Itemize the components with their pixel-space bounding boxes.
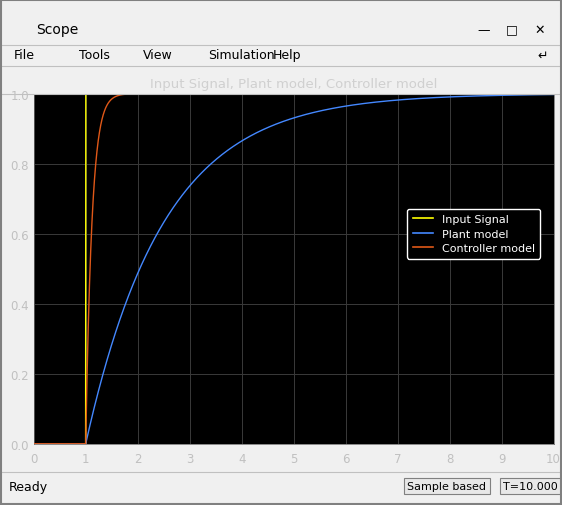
Text: 10: 10 <box>546 452 561 465</box>
Text: Ready: Ready <box>8 480 48 492</box>
Text: 0: 0 <box>30 452 38 465</box>
Text: Help: Help <box>273 49 301 62</box>
Text: ✕: ✕ <box>534 24 545 36</box>
Text: 1: 1 <box>82 452 89 465</box>
Text: 2: 2 <box>134 452 142 465</box>
Legend: Input Signal, Plant model, Controller model: Input Signal, Plant model, Controller mo… <box>407 209 540 259</box>
Text: 7: 7 <box>394 452 401 465</box>
Text: Sample based: Sample based <box>407 481 487 491</box>
Title: Input Signal, Plant model, Controller model: Input Signal, Plant model, Controller mo… <box>150 78 437 90</box>
Text: Tools: Tools <box>79 49 110 62</box>
Text: 8: 8 <box>446 452 454 465</box>
Text: 5: 5 <box>290 452 297 465</box>
Text: 6: 6 <box>342 452 350 465</box>
Text: 3: 3 <box>186 452 193 465</box>
Text: ↵: ↵ <box>537 49 548 62</box>
Text: 4: 4 <box>238 452 246 465</box>
Text: 9: 9 <box>498 452 505 465</box>
Text: T=10.000: T=10.000 <box>503 481 558 491</box>
Text: Simulation: Simulation <box>208 49 275 62</box>
Text: File: File <box>14 49 35 62</box>
Text: □: □ <box>506 24 517 36</box>
Text: —: — <box>477 24 490 36</box>
Text: Scope: Scope <box>37 23 79 37</box>
Text: View: View <box>143 49 173 62</box>
